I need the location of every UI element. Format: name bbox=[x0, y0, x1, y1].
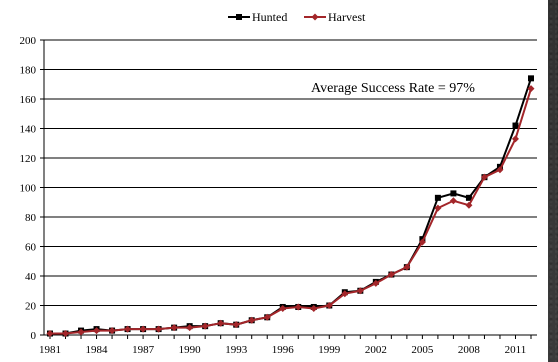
x-tick-label: 1984 bbox=[86, 344, 109, 356]
x-tick-label: 1987 bbox=[132, 344, 155, 356]
point-harvest-1983 bbox=[77, 328, 85, 336]
x-tick-label: 1990 bbox=[179, 344, 202, 356]
y-tick-label: 140 bbox=[20, 124, 37, 136]
point-hunted-2008 bbox=[465, 194, 472, 201]
x-tick-label: 2005 bbox=[411, 344, 434, 356]
legend-item-harvest: Harvest bbox=[304, 10, 366, 24]
point-harvest-1993 bbox=[232, 321, 240, 329]
point-harvest-1984 bbox=[93, 327, 101, 335]
success-rate-annotation: Average Success Rate = 97% bbox=[311, 81, 475, 96]
x-tick-label: 1993 bbox=[225, 344, 248, 356]
point-harvest-1987 bbox=[139, 325, 147, 333]
point-harvest-1994 bbox=[248, 316, 256, 324]
x-tick-label: 1981 bbox=[39, 344, 61, 356]
point-harvest-2006 bbox=[434, 204, 442, 212]
x-axis-ticks: 1981 1984 1987 1990 1993 1996 1999 2002 2005 2008… bbox=[39, 335, 532, 356]
point-harvest-2001 bbox=[356, 287, 364, 295]
legend-label: Harvest bbox=[328, 10, 366, 24]
x-tick-label: 2008 bbox=[458, 344, 481, 356]
x-tick-label: 2002 bbox=[365, 344, 387, 356]
series-hunted bbox=[47, 75, 534, 337]
y-tick-label: 100 bbox=[20, 183, 37, 195]
point-harvest-1996 bbox=[279, 304, 287, 312]
point-harvest-1985 bbox=[108, 327, 116, 335]
point-harvest-2011 bbox=[511, 135, 519, 143]
point-hunted-2011 bbox=[512, 122, 519, 129]
point-harvest-1981 bbox=[46, 330, 54, 338]
point-harvest-1986 bbox=[124, 325, 132, 333]
legend-marker-square bbox=[236, 14, 242, 20]
y-tick-label: 160 bbox=[20, 94, 37, 106]
point-harvest-2010 bbox=[496, 166, 504, 174]
point-harvest-2008 bbox=[465, 201, 473, 209]
series-line-hunted bbox=[50, 78, 532, 335]
point-harvest-2007 bbox=[449, 197, 457, 205]
point-hunted-2007 bbox=[450, 190, 457, 197]
point-harvest-1998 bbox=[310, 304, 318, 312]
point-harvest-1990 bbox=[186, 324, 194, 332]
y-tick-label: 80 bbox=[25, 212, 37, 224]
x-tick-label: 1996 bbox=[272, 344, 295, 356]
point-harvest-1999 bbox=[325, 302, 333, 309]
x-tick-label: 2011 bbox=[505, 344, 527, 356]
point-harvest-2009 bbox=[480, 173, 488, 181]
series-line-harvest bbox=[50, 88, 532, 335]
y-axis-ticks: 0 20 40 60 80 100 120 140 160 180 200 bbox=[20, 35, 44, 342]
y-tick-label: 200 bbox=[20, 35, 37, 47]
point-harvest-1991 bbox=[201, 322, 209, 330]
legend-label: Hunted bbox=[252, 10, 287, 24]
series-harvest bbox=[46, 85, 535, 338]
y-tick-label: 20 bbox=[25, 301, 37, 313]
y-tick-label: 0 bbox=[31, 330, 37, 342]
point-harvest-2012 bbox=[527, 85, 535, 93]
series-layer bbox=[46, 75, 535, 338]
y-tick-label: 60 bbox=[25, 242, 37, 254]
point-harvest-2000 bbox=[341, 290, 349, 298]
point-harvest-1995 bbox=[263, 313, 271, 321]
point-harvest-2002 bbox=[372, 279, 380, 287]
y-tick-label: 40 bbox=[25, 271, 37, 283]
point-harvest-2005 bbox=[418, 238, 426, 246]
x-tick-label: 1999 bbox=[318, 344, 341, 356]
point-harvest-2004 bbox=[403, 263, 411, 271]
point-hunted-2006 bbox=[434, 194, 441, 201]
point-harvest-1982 bbox=[62, 330, 70, 338]
point-harvest-1988 bbox=[155, 325, 163, 333]
legend: Hunted Harvest bbox=[228, 10, 366, 24]
legend-marker-diamond bbox=[311, 13, 319, 21]
point-harvest-1997 bbox=[294, 303, 302, 311]
point-harvest-2003 bbox=[387, 271, 395, 279]
y-tick-label: 180 bbox=[20, 65, 37, 77]
y-tick-label: 120 bbox=[20, 153, 37, 165]
legend-item-hunted: Hunted bbox=[228, 10, 287, 24]
point-harvest-1989 bbox=[170, 324, 178, 332]
point-harvest-1992 bbox=[217, 319, 225, 327]
point-hunted-2012 bbox=[528, 75, 534, 82]
